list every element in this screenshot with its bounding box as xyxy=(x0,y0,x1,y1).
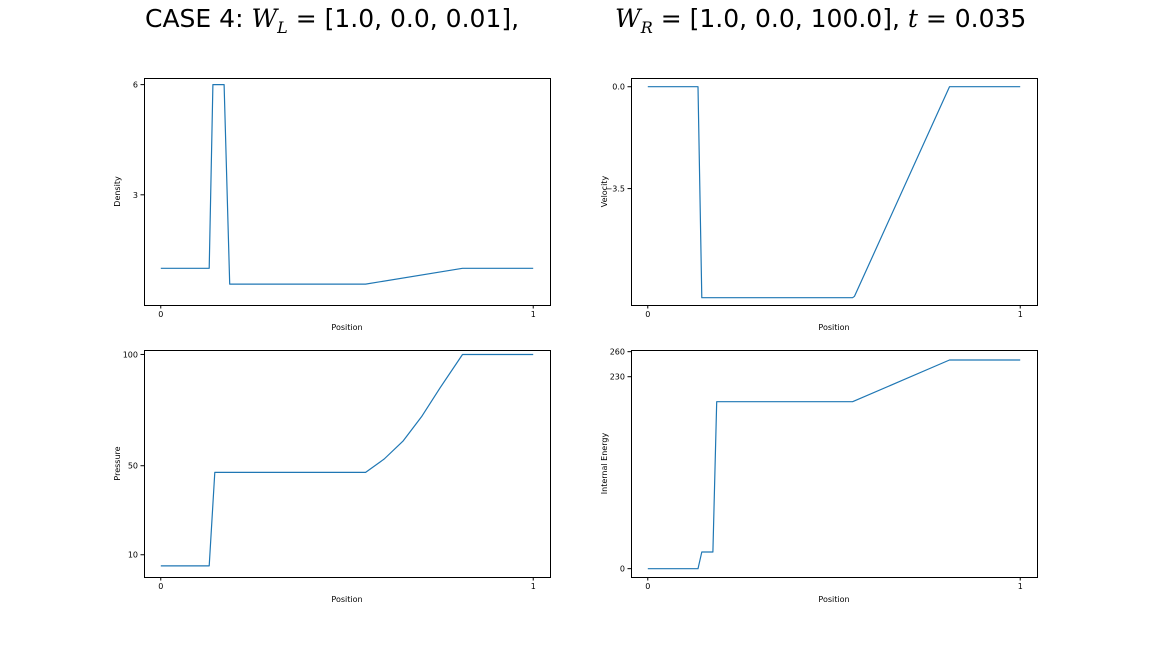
density-axes-frame xyxy=(144,78,551,306)
pressure-axes-frame xyxy=(144,350,551,578)
figure-title-right: WR = [1.0, 0.0, 100.0], t = 0.035 xyxy=(615,4,1026,37)
density-ytick-label: 3 xyxy=(133,191,138,200)
velocity-xlabel: Position xyxy=(818,323,849,332)
internal-energy-ytick-label: 0 xyxy=(620,565,625,574)
subplot-internal-energy: 0 1 0 230 260 Position Internal Energy xyxy=(600,348,1038,604)
density-xtick-label: 0 xyxy=(158,310,163,319)
internal-energy-ylabel: Internal Energy xyxy=(600,433,609,495)
velocity-ytick-label: 0.0 xyxy=(612,83,625,92)
pressure-xtick-label: 0 xyxy=(158,582,163,591)
title-right-t: t xyxy=(907,4,918,33)
velocity-line xyxy=(647,86,1021,299)
pressure-ytick-label: 100 xyxy=(123,350,138,359)
subplot-velocity: 0 1 −3.5 0.0 Position Velocity xyxy=(600,78,1038,332)
title-right-value: = [1.0, 0.0, 100.0], xyxy=(652,4,908,33)
density-line xyxy=(160,83,534,285)
density-xlabel: Position xyxy=(331,323,362,332)
title-right-var: W xyxy=(615,4,641,33)
pressure-line xyxy=(160,353,534,567)
internal-energy-line xyxy=(647,359,1021,570)
title-right-t-value: = 0.035 xyxy=(917,4,1027,33)
velocity-ytick-label: −3.5 xyxy=(606,185,625,194)
title-right-sub: R xyxy=(640,18,653,37)
internal-energy-xlabel: Position xyxy=(818,595,849,604)
velocity-xtick-label: 1 xyxy=(1018,310,1023,319)
internal-energy-ytick-label: 230 xyxy=(610,373,625,382)
pressure-xlabel: Position xyxy=(331,595,362,604)
velocity-axes-frame xyxy=(631,78,1038,306)
density-xtick-label: 1 xyxy=(531,310,536,319)
velocity-ylabel: Velocity xyxy=(600,176,609,208)
pressure-ylabel: Pressure xyxy=(113,446,122,480)
title-left-var: W xyxy=(251,4,278,33)
density-ytick-label: 6 xyxy=(133,81,138,90)
subplot-density: 0 1 3 6 Position Density xyxy=(113,78,551,332)
title-prefix: CASE 4: xyxy=(145,4,252,33)
internal-energy-xtick-label: 0 xyxy=(645,582,650,591)
density-ylabel: Density xyxy=(113,176,122,207)
title-left-sub: L xyxy=(277,18,288,37)
title-left-value: = [1.0, 0.0, 0.01], xyxy=(287,4,520,33)
internal-energy-xtick-label: 1 xyxy=(1018,582,1023,591)
pressure-ytick-label: 10 xyxy=(128,551,138,560)
figure-title-left: CASE 4: WL = [1.0, 0.0, 0.01], xyxy=(145,4,519,37)
internal-energy-axes-frame xyxy=(631,350,1038,578)
velocity-xtick-label: 0 xyxy=(645,310,650,319)
pressure-xtick-label: 1 xyxy=(531,582,536,591)
internal-energy-ytick-label: 260 xyxy=(610,348,625,357)
subplot-pressure: 0 1 10 50 100 Position Pressure xyxy=(113,350,551,604)
pressure-ytick-label: 50 xyxy=(128,462,138,471)
